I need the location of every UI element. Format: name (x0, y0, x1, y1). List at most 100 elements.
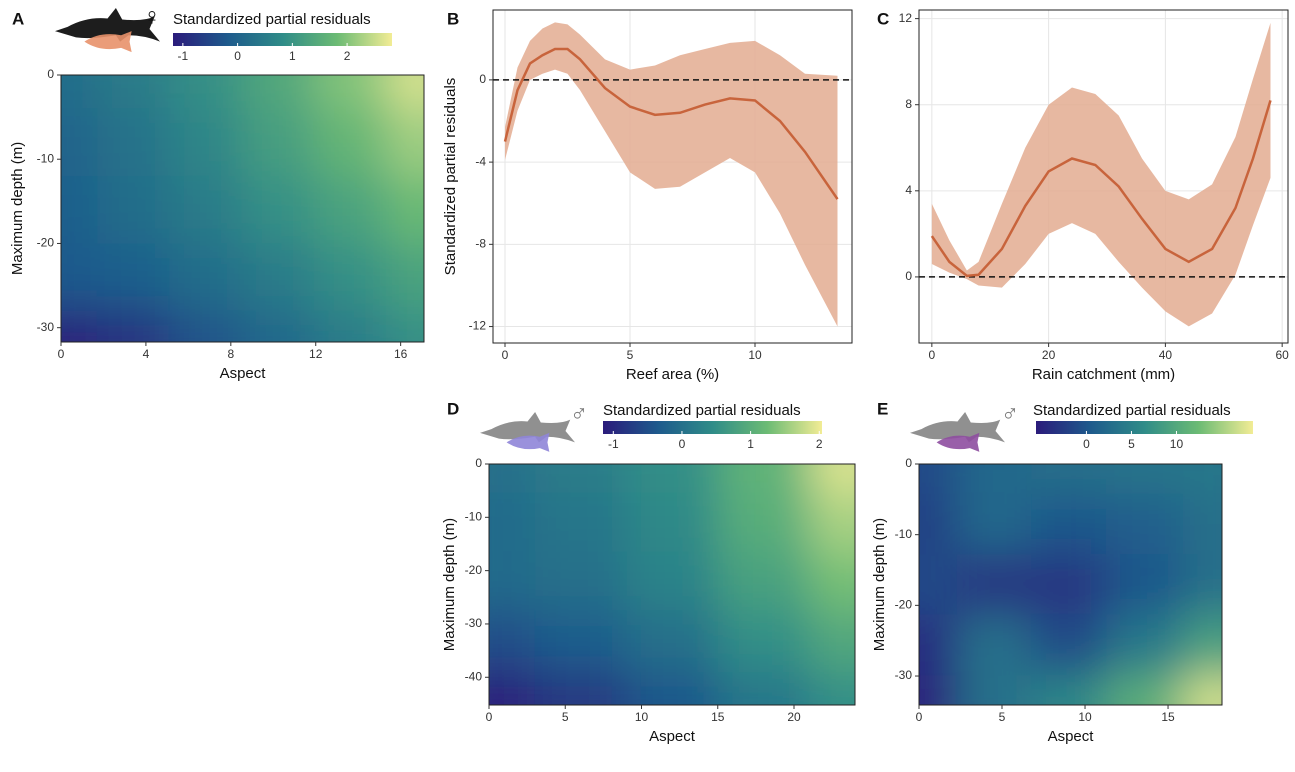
heatmap-cell (313, 243, 386, 311)
plot-frame (60, 74, 425, 343)
colorbar-tick-label: 0 (234, 49, 241, 63)
heatmap-clip (61, 75, 424, 342)
heatmap-cell (626, 551, 718, 611)
x-tick-label: 10 (748, 348, 762, 362)
heatmap-cell (313, 108, 386, 177)
heatmap-cell (717, 493, 810, 552)
fish-icon (936, 432, 980, 452)
heatmap-cell (626, 493, 718, 552)
heatmap-cell (626, 464, 718, 494)
heatmap-cell (919, 674, 957, 705)
colorbar (1036, 421, 1253, 434)
heatmap-cell (241, 310, 314, 342)
colorbar (603, 421, 822, 434)
heatmap-cell (1105, 674, 1183, 705)
panel-label: E (877, 399, 888, 418)
heatmap (489, 464, 855, 705)
heatmap-cell (61, 108, 98, 177)
sex-symbol: ♂ (1001, 400, 1019, 427)
colorbar-tick-label: 0 (1083, 437, 1090, 451)
colorbar-title: Standardized partial residuals (603, 402, 801, 419)
y-tick-label: -10 (37, 151, 55, 165)
y-axis-title: Maximum depth (m) (871, 518, 888, 651)
x-tick-label: 5 (562, 710, 569, 724)
heatmap-cell (809, 493, 855, 552)
heatmap-cell (956, 674, 1032, 705)
x-tick-label: 5 (627, 348, 634, 362)
animal-icon (480, 412, 575, 452)
heatmap-cell (717, 551, 810, 611)
plot-frame (918, 9, 1289, 344)
heatmap-cell (61, 176, 98, 244)
heatmap-cell (385, 176, 424, 244)
y-axis-title: Maximum depth (m) (9, 142, 26, 275)
heatmap-cell (717, 671, 810, 705)
colorbar-tick-label: -1 (178, 49, 189, 63)
x-axis-title: Reef area (%) (626, 366, 719, 383)
heatmap-cell (1182, 464, 1222, 495)
heatmap-cell (626, 671, 718, 705)
y-tick-label: -40 (465, 669, 483, 683)
colorbar-title: Standardized partial residuals (1033, 402, 1231, 419)
heatmap-cell (1105, 614, 1183, 675)
x-tick-label: 40 (1159, 348, 1173, 362)
x-axis-title: Aspect (220, 365, 267, 382)
heatmap-cell (313, 176, 386, 244)
y-tick-label: -4 (475, 154, 486, 168)
sex-symbol: ♀ (143, 3, 161, 30)
x-tick-label: 10 (635, 710, 649, 724)
heatmap-cell (489, 551, 535, 611)
x-tick-label: 0 (916, 710, 923, 724)
heatmap-cell (169, 176, 242, 244)
heatmap-cell (534, 671, 627, 705)
x-tick-label: 5 (999, 710, 1006, 724)
heatmap-cell (97, 108, 170, 177)
x-axis-title: Aspect (649, 728, 696, 745)
x-tick-label: 10 (1078, 710, 1092, 724)
heatmap-cell (809, 671, 855, 705)
heatmap-cell (919, 554, 957, 615)
sex-symbol: ♂ (570, 400, 588, 427)
x-tick-label: 8 (227, 347, 234, 361)
colorbar-tick-label: 1 (289, 49, 296, 63)
heatmap-cell (385, 310, 424, 342)
heatmap-cell (489, 671, 535, 705)
x-tick-label: 16 (394, 347, 408, 361)
heatmap-cell (1182, 674, 1222, 705)
heatmap-cell (1182, 494, 1222, 555)
heatmap-cell (97, 75, 170, 109)
y-tick-label: -10 (895, 527, 913, 541)
heatmap-cell (809, 464, 855, 494)
line (503, 47, 839, 200)
y-tick-label: -12 (469, 319, 487, 333)
heatmap-cell (1031, 494, 1106, 555)
y-tick-label: 0 (905, 456, 912, 470)
x-tick-label: 15 (1161, 710, 1175, 724)
line (930, 100, 1272, 278)
y-tick-label: -30 (465, 616, 483, 630)
y-tick-label: 0 (475, 456, 482, 470)
y-axis-title: Maximum depth (m) (441, 518, 458, 651)
heatmap-cell (61, 310, 98, 342)
heatmap-cell (385, 243, 424, 311)
panel-label: D (447, 399, 459, 418)
heatmap-cell (97, 310, 170, 342)
heatmap-cell (956, 614, 1032, 675)
series (919, 22, 1288, 327)
y-tick-label: 8 (905, 97, 912, 111)
heatmap-cell (241, 108, 314, 177)
colorbar-tick-label: 2 (344, 49, 351, 63)
heatmap-cell (489, 464, 535, 494)
y-tick-label: 0 (47, 67, 54, 81)
heatmap-cell (1182, 614, 1222, 675)
panel-label: C (877, 9, 889, 28)
confidence-band (931, 22, 1271, 327)
heatmap-cell (1031, 614, 1106, 675)
y-axis-title: Standardized partial residuals (442, 78, 459, 276)
heatmap-cell (169, 243, 242, 311)
fish-icon (506, 432, 550, 452)
animal-icon (55, 8, 160, 53)
y-tick-label: -30 (895, 668, 913, 682)
heatmap-cell (97, 176, 170, 244)
y-tick-label: 12 (899, 11, 913, 25)
